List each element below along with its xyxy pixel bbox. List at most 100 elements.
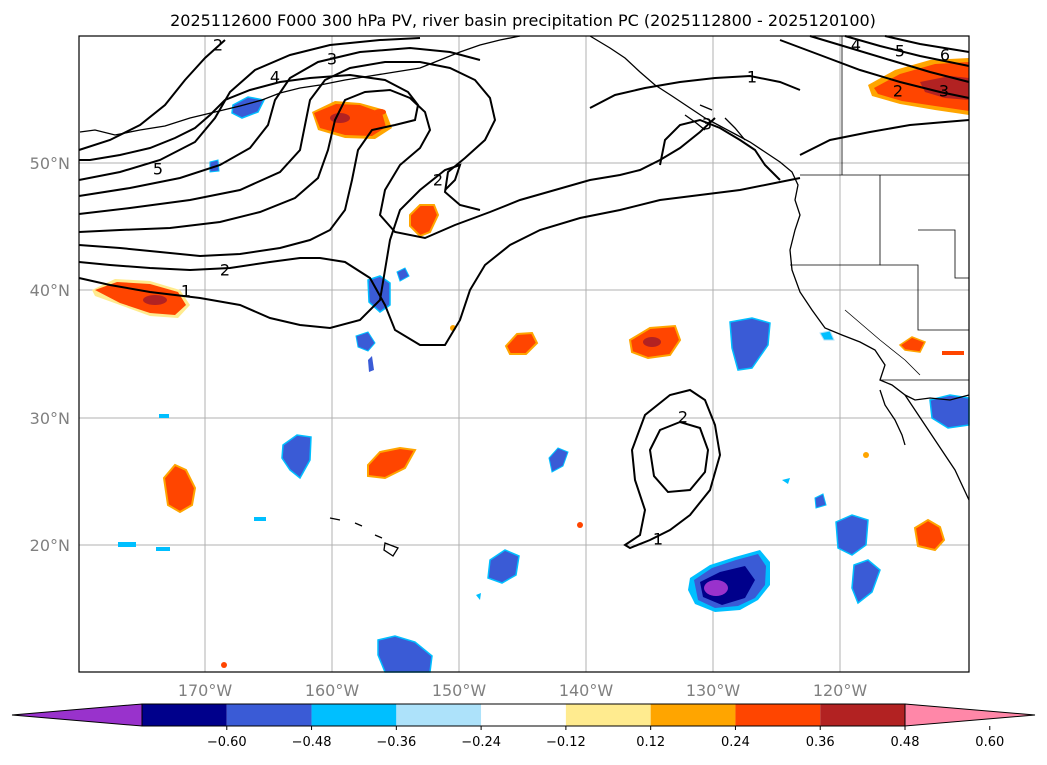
precip-blob [281,434,312,480]
precip-blob [159,414,169,418]
pv-contour-10 [659,118,781,181]
contour-label: 5 [895,42,905,61]
precip-blob [254,517,266,521]
colorbar-extend-high [904,703,1036,727]
colorbar-extend-low [11,703,143,727]
pv-contours [78,35,970,550]
contour-label: 1 [653,530,663,549]
pv-contour-8 [78,39,226,151]
precip-blob [942,351,964,355]
colorbar-segment [481,704,566,726]
hawaii-islands [329,517,399,557]
pv-contour-13 [809,35,970,83]
colorbar-tick-label: −0.48 [292,735,332,750]
lon-label-140w: 140°W [559,681,614,700]
colorbar-tick-label: 0.12 [636,735,665,750]
lat-label-40n: 40°N [30,281,70,300]
pv-contour-2 [78,177,801,346]
pv-contour-1 [78,163,462,330]
precip-dot [577,522,583,528]
pv-contour-7 [78,37,421,181]
colorbar-tick-label: −0.36 [376,735,416,750]
precip-blob-core [704,580,728,596]
contour-label: 2 [433,171,443,190]
lon-label-160w: 160°W [305,681,360,700]
colorbar-segment [565,704,651,726]
precip-blob [377,635,433,673]
precip-blob-core [643,337,661,347]
precip-blob [118,542,136,547]
colorbar-tick-label: 0.60 [975,735,1004,750]
colorbar-frame [141,703,906,727]
precip-blob-core [143,295,167,305]
colorbar-segment [650,704,736,726]
precip-blob [409,204,440,238]
precip-blob [367,446,417,480]
precip-blob [162,463,197,514]
precip-blob [476,593,481,600]
colorbar-segment [311,704,397,726]
coastlines [79,35,970,557]
pv-contour-4 [78,88,716,240]
contour-label: 1 [747,68,757,87]
contour-label: 2 [220,261,230,280]
colorbar-segment [142,704,227,726]
colorbar-tick-label: −0.24 [461,735,501,750]
precip-dot [221,662,227,668]
contour-label: 3 [939,82,949,101]
precip-blob [819,330,835,341]
precip-blob [898,336,927,353]
colorbar-segment [820,704,905,726]
contour-label: 5 [153,160,163,179]
contour-label: 2 [213,36,223,55]
map-title: 2025112600 F000 300 hPa PV, river basin … [170,11,876,30]
precip-blob [156,547,170,551]
colorbar-segment [226,704,312,726]
coastline-aleutians [79,35,521,136]
precip-blob [487,549,520,584]
lon-label-130w: 130°W [686,681,741,700]
precip-blob [396,267,410,282]
precip-blob [374,109,386,115]
lon-label-150w: 150°W [432,681,487,700]
pv-contour-15 [884,35,970,53]
pv-contour-loop-outer [623,388,722,550]
contour-label: 2 [893,82,903,101]
precip-dot [863,452,869,458]
contour-label: 3 [327,50,337,69]
precip-blob [504,331,539,355]
colorbar-tick-label: 0.24 [721,735,750,750]
lon-label-170w: 170°W [178,681,233,700]
coastline-gulf [904,394,970,401]
pv-contour-11 [799,119,970,156]
coastline-baja [879,389,906,446]
precip-blob [548,447,569,473]
graticule [79,36,969,672]
border-or-ca [790,175,881,266]
precip-blob-core [920,76,969,100]
pv-contour-9 [589,74,801,109]
contour-label: 1 [181,282,191,301]
longitude-labels: 170°W 160°W 150°W 140°W 130°W 120°W [178,681,868,700]
pv-contour-12 [779,39,970,99]
precip-blob [729,317,771,371]
pv-contour-14 [844,35,970,67]
border-ca-nv-diag [844,309,921,376]
border-ut [918,229,969,279]
latitude-labels: 50°N 40°N 30°N 20°N [30,154,70,555]
colorbar-tick-label: 0.48 [891,735,920,750]
lon-label-120w: 120°W [813,681,868,700]
colorbar-segment [396,704,482,726]
coastline-north-america [589,35,970,501]
pv-contour-loop-inner [648,420,710,494]
precip-blob [782,478,790,484]
colorbar: −0.60 −0.48 −0.36 −0.24 −0.12 0.12 0.24 0.36 0.4… [11,703,1036,750]
contour-labels: 2 3 4 5 2 2 1 1 3 4 5 6 2 3 2 1 [153,36,950,549]
precip-blob [814,493,827,509]
precip-blob [913,518,946,552]
precip-blob [851,559,881,605]
map-frame [78,35,970,673]
contour-label: 2 [678,408,688,427]
contour-label: 4 [270,68,280,87]
contour-label: 4 [851,36,861,55]
